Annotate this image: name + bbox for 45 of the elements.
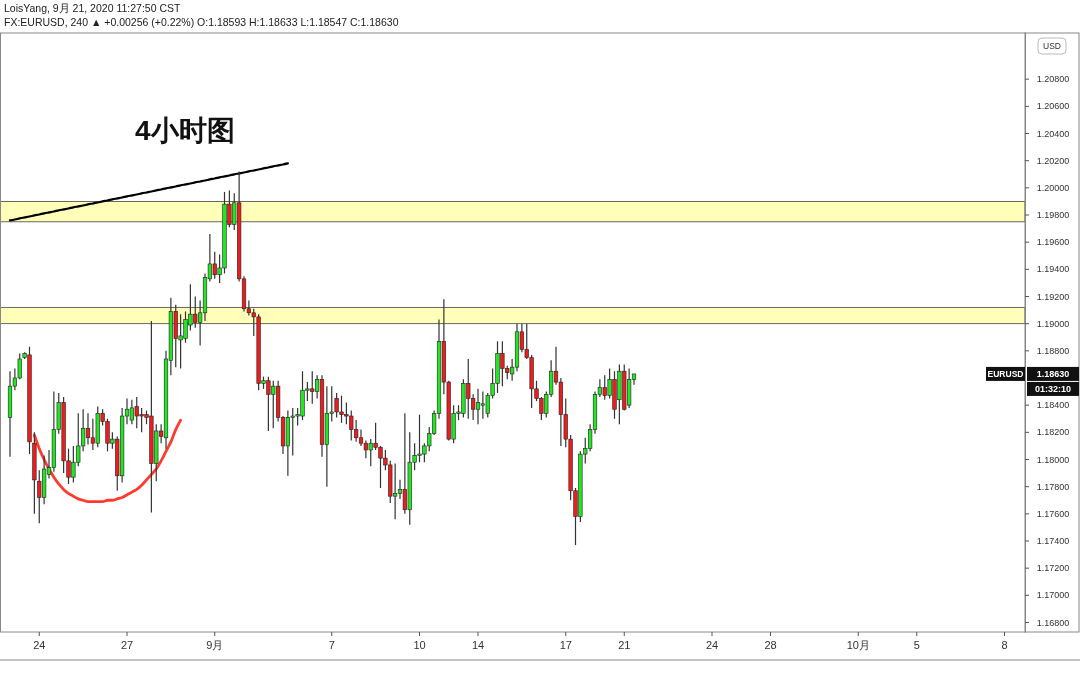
x-tick-label: 14 bbox=[471, 639, 485, 651]
y-tick-label: 1.17800 bbox=[1036, 481, 1070, 492]
x-tick-label: 24 bbox=[33, 639, 46, 651]
x-tick-label: 9月 bbox=[206, 639, 224, 651]
y-tick-label: 1.18400 bbox=[1036, 400, 1070, 411]
y-tick-label: 1.19200 bbox=[1036, 291, 1070, 302]
text: LoisYang, 9月 21, 2020 11:27:50 CST bbox=[4, 2, 181, 14]
text: FX:EURUSD, 240 ▲ +0.00256 (+0.22%) O:1.18593 H:1.18633 L:1.18547 C:1.18630 bbox=[4, 16, 399, 28]
text: USD bbox=[1043, 40, 1061, 51]
x-tick-label: 10月 bbox=[846, 639, 870, 651]
y-tick-label: 1.18800 bbox=[1036, 345, 1070, 356]
y-tick-label: 1.19000 bbox=[1036, 318, 1070, 329]
y-tick-label: 1.17200 bbox=[1036, 563, 1070, 574]
candlestick bbox=[475, 388, 481, 425]
text: 1.18630 bbox=[1036, 369, 1070, 380]
y-tick-label: 1.20200 bbox=[1036, 155, 1070, 166]
x-tick-label: 21 bbox=[618, 639, 631, 651]
annotation: EURUSD bbox=[987, 368, 1024, 379]
y-tick-label: 1.20600 bbox=[1036, 101, 1070, 112]
x-tick-label: 8 bbox=[1001, 639, 1008, 651]
y-tick-label: 1.17000 bbox=[1036, 590, 1070, 601]
y-tick-label: 1.20000 bbox=[1036, 182, 1070, 193]
line-series bbox=[32, 418, 183, 504]
y-tick-label: 1.20800 bbox=[1036, 74, 1070, 85]
y-tick-label: 1.18200 bbox=[1036, 427, 1070, 438]
y-tick-label: 1.19800 bbox=[1036, 210, 1070, 221]
x-tick-label: 28 bbox=[764, 639, 777, 651]
y-tick-label: 1.17600 bbox=[1036, 508, 1070, 519]
x-tick-label: 27 bbox=[120, 639, 134, 651]
x-tick-label: 10 bbox=[413, 639, 426, 651]
x-tick-label: 5 bbox=[913, 639, 920, 651]
x-tick-label: 24 bbox=[705, 639, 719, 651]
text: 4小时图 bbox=[135, 115, 235, 146]
y-tick-label: 1.19400 bbox=[1036, 264, 1070, 275]
y-tick-label: 1.16800 bbox=[1036, 617, 1070, 628]
y-tick-label: 1.18000 bbox=[1036, 454, 1070, 465]
candlestick bbox=[358, 429, 364, 447]
x-tick-label: 7 bbox=[328, 639, 335, 651]
y-tick-label: 1.19600 bbox=[1036, 237, 1070, 248]
x-tick-label: 17 bbox=[559, 639, 572, 651]
text: 01:32:10 bbox=[1034, 384, 1072, 395]
candlestick bbox=[85, 412, 91, 446]
y-tick-label: 1.20400 bbox=[1036, 128, 1070, 139]
line-series bbox=[8, 162, 289, 222]
y-tick-label: 1.17400 bbox=[1036, 536, 1070, 547]
